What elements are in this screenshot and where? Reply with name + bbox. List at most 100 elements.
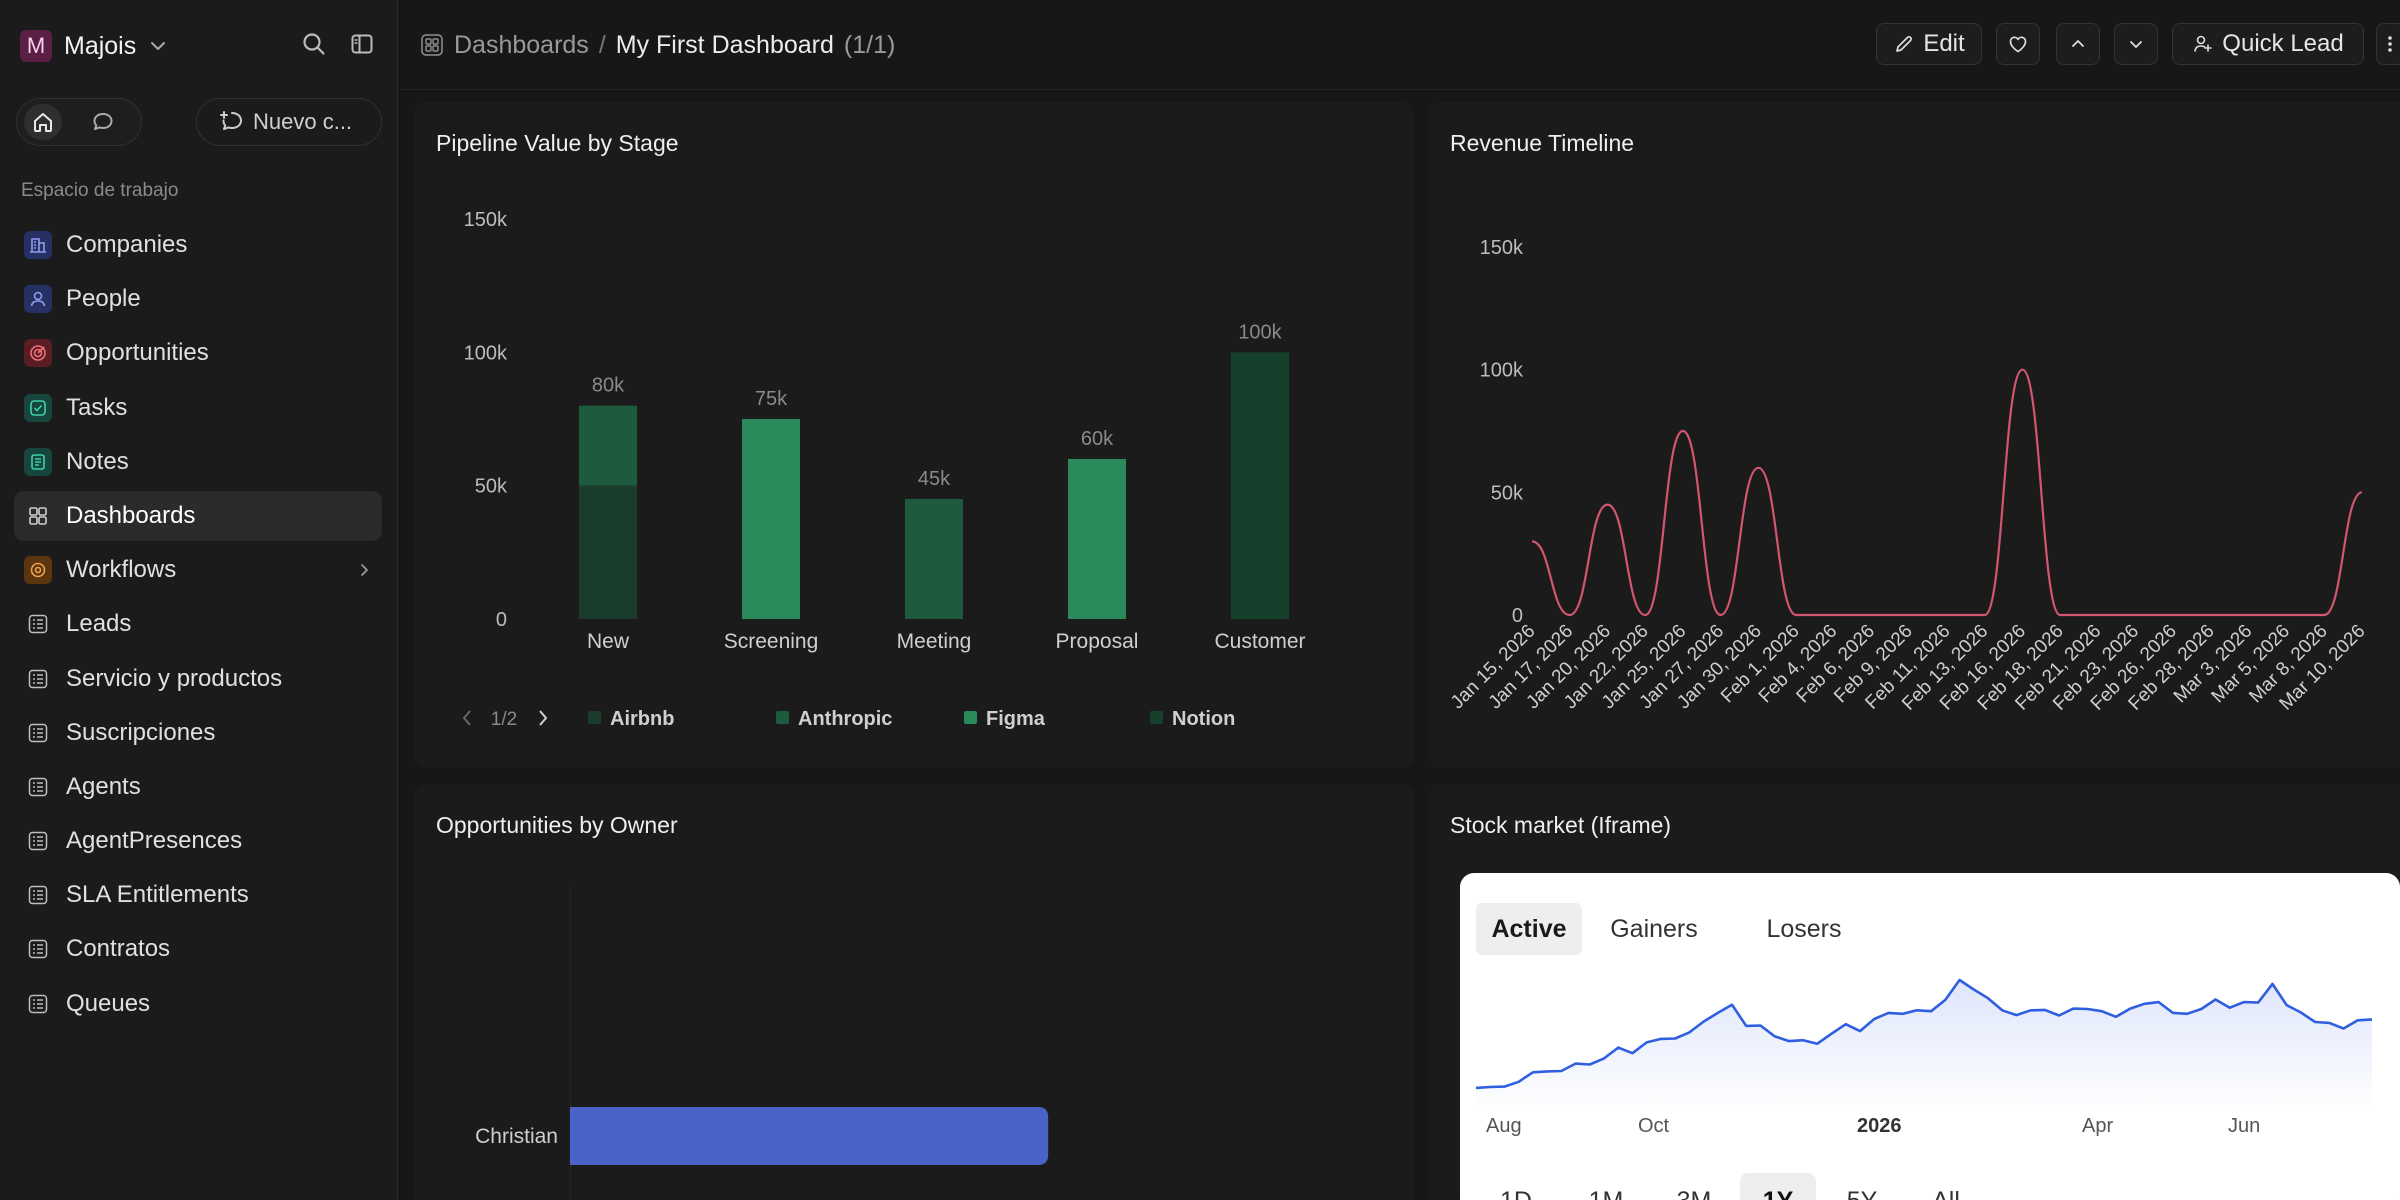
target-icon <box>24 339 52 368</box>
x-tick-label: Meeting <box>897 630 972 653</box>
tab-active[interactable]: Active <box>1476 903 1582 955</box>
legend-swatch <box>1150 711 1163 724</box>
sidebar-item-servicio-y-productos[interactable]: Servicio y productos <box>14 654 382 704</box>
widget-title: Pipeline Value by Stage <box>436 130 679 156</box>
sidebar: M Majois Nuevo c... Espacio de trabajo <box>0 0 398 1200</box>
sidebar-item-dashboards[interactable]: Dashboards <box>14 490 382 541</box>
view-switcher <box>16 98 142 146</box>
bar-segment[interactable] <box>579 405 637 486</box>
owner-bar[interactable] <box>570 1107 1049 1165</box>
sidebar-item-label: Contratos <box>66 935 171 963</box>
record-count: (1/1) <box>843 30 896 59</box>
stock-area-chart <box>1475 978 2373 1113</box>
sidebar-item-contratos[interactable]: Contratos <box>14 924 382 974</box>
sidebar-item-sla-entitlements[interactable]: SLA Entitlements <box>14 870 382 920</box>
legend-item[interactable]: Notion <box>1172 708 1235 730</box>
chevron-right-icon[interactable] <box>356 562 372 578</box>
favorite-button[interactable] <box>1996 23 2040 65</box>
range-5y[interactable]: 5Y <box>1824 1173 1900 1200</box>
legend-swatch <box>776 711 789 724</box>
search-icon[interactable] <box>298 28 330 60</box>
list-icon <box>24 990 52 1018</box>
list-icon <box>24 881 52 909</box>
sidebar-item-agentpresences[interactable]: AgentPresences <box>14 816 382 866</box>
heart-icon <box>2009 36 2027 53</box>
sidebar-item-label: AgentPresences <box>66 827 243 855</box>
list-icon <box>24 827 52 855</box>
bar-segment[interactable] <box>579 485 637 619</box>
sidebar-item-label: Companies <box>66 231 188 258</box>
sidebar-item-label: Tasks <box>66 393 128 421</box>
range-1y[interactable]: 1Y <box>1740 1173 1816 1200</box>
sidebar-toggle-icon[interactable] <box>346 28 378 60</box>
workspace-logo: M <box>20 30 52 62</box>
sidebar-item-leads[interactable]: Leads <box>14 599 382 649</box>
bar-segment[interactable] <box>1068 459 1126 619</box>
user-plus-icon <box>2194 35 2213 52</box>
chat-icon[interactable] <box>84 104 122 140</box>
legend-item[interactable]: Airbnb <box>610 708 674 730</box>
sidebar-item-suscripciones[interactable]: Suscripciones <box>14 708 382 758</box>
revenue-line[interactable] <box>1531 368 2363 617</box>
sidebar-item-queues[interactable]: Queues <box>14 979 382 1029</box>
chevron-right-icon[interactable] <box>539 710 548 726</box>
sidebar-item-label: Agents <box>66 772 141 800</box>
next-record-button[interactable] <box>2114 23 2158 65</box>
stock-area-fill <box>1476 980 2372 1113</box>
sidebar-item-tasks[interactable]: Tasks <box>14 383 382 433</box>
stock-iframe[interactable]: Active Gainers Losers Aug Oct 2026 Apr J… <box>1460 873 2400 1200</box>
bar-data-label: 60k <box>1081 428 1114 450</box>
pipeline-widget: Pipeline Value by Stage 0 50k 100k 150k 80k N… <box>414 102 1414 768</box>
building-icon <box>24 231 52 259</box>
previous-record-button[interactable] <box>2056 23 2100 65</box>
new-chat-label: Nuevo c... <box>253 109 353 134</box>
sidebar-item-opportunities[interactable]: Opportunities <box>14 328 382 378</box>
legend-item[interactable]: Anthropic <box>798 708 892 730</box>
sidebar-item-people[interactable]: People <box>14 274 382 324</box>
tab-losers[interactable]: Losers <box>1766 914 1842 943</box>
sidebar-item-companies[interactable]: Companies <box>14 220 382 270</box>
bar-segment[interactable] <box>905 499 963 619</box>
chevron-up-icon <box>2072 40 2084 47</box>
breadcrumb-root-link[interactable]: Dashboards <box>454 30 589 59</box>
quick-lead-label: Quick Lead <box>2222 30 2344 57</box>
sidebar-item-agents[interactable]: Agents <box>14 762 382 812</box>
range-1d[interactable]: 1D <box>1480 1173 1552 1200</box>
bar-segment[interactable] <box>1231 352 1289 619</box>
x-tick-label: New <box>587 630 630 653</box>
bar-data-label: 45k <box>918 468 951 490</box>
list-icon <box>24 610 52 638</box>
quick-lead-button[interactable]: Quick Lead <box>2172 23 2364 65</box>
x-axis-label: Jun <box>2228 1115 2261 1137</box>
list-icon <box>24 773 52 801</box>
home-icon[interactable] <box>24 104 62 140</box>
sidebar-item-workflows[interactable]: Workflows <box>14 545 382 595</box>
legend-item[interactable]: Figma <box>986 708 1046 730</box>
x-tick-label: Proposal <box>1056 630 1139 653</box>
section-label: Espacio de trabajo <box>21 180 179 201</box>
edit-label: Edit <box>1923 30 1965 57</box>
widget-title: Opportunities by Owner <box>436 812 678 838</box>
bar-segment[interactable] <box>742 419 800 619</box>
new-chat-button[interactable]: Nuevo c... <box>196 98 382 146</box>
workspace-switcher[interactable]: M Majois <box>20 28 168 64</box>
page-header: Dashboards / My First Dashboard (1/1) Ed… <box>400 0 2400 90</box>
more-actions-button[interactable] <box>2376 23 2400 65</box>
x-axis-label: Aug <box>1486 1115 1522 1137</box>
person-icon <box>24 285 52 314</box>
range-3m[interactable]: 3M <box>1654 1173 1734 1200</box>
stock-line[interactable] <box>1475 978 2373 1090</box>
edit-button[interactable]: Edit <box>1876 23 1982 65</box>
range-all[interactable]: All <box>1908 1173 1984 1200</box>
sidebar-item-notes[interactable]: Notes <box>14 437 382 487</box>
workflow-icon <box>24 556 52 585</box>
bar-data-label: 100k <box>1238 321 1282 343</box>
chevron-left-icon[interactable] <box>462 710 471 726</box>
new-chat-icon <box>220 111 242 130</box>
x-tick-label: Customer <box>1214 630 1305 653</box>
sidebar-item-label: Dashboards <box>66 501 196 529</box>
tab-gainers[interactable]: Gainers <box>1610 914 1698 943</box>
x-axis-label: Oct <box>1638 1115 1670 1137</box>
sidebar-item-label: Servicio y productos <box>66 664 283 692</box>
range-1m[interactable]: 1M <box>1566 1173 1646 1200</box>
